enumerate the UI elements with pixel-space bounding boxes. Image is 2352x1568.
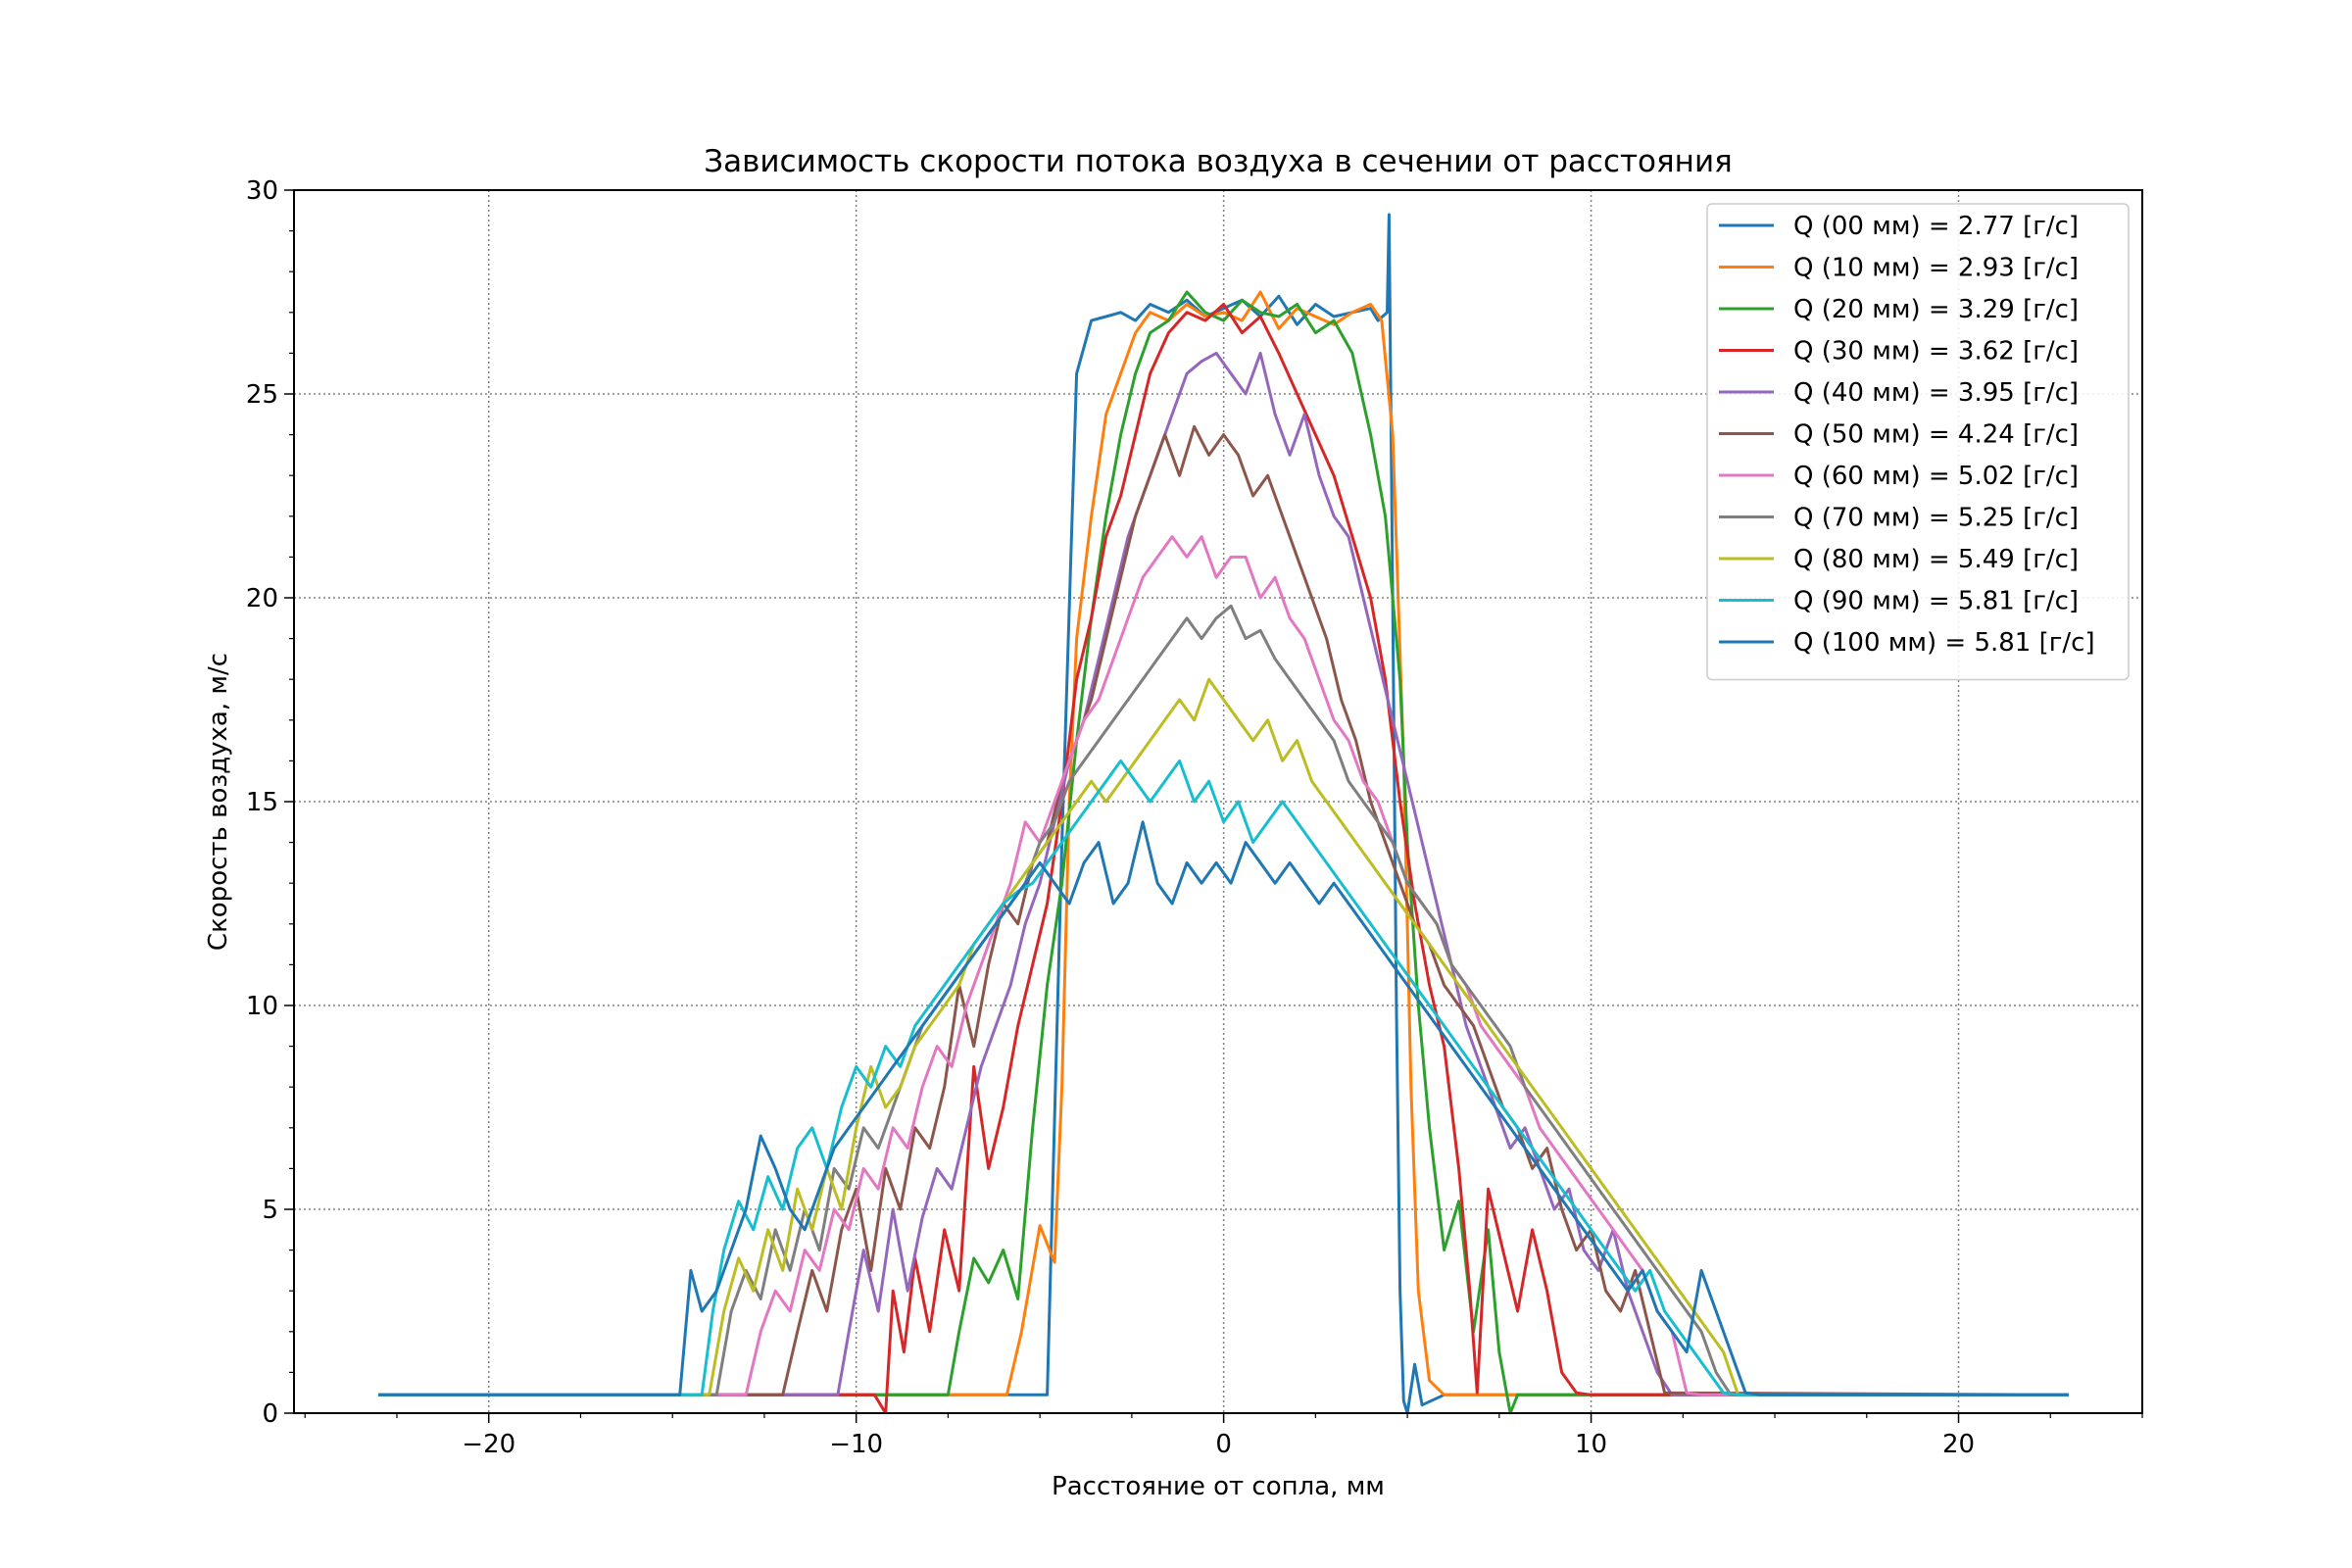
legend-entry: Q (10 мм) = 2.93 [г/с] — [1793, 254, 2079, 283]
y-tick-label: 25 — [246, 380, 278, 410]
y-tick-label: 15 — [246, 788, 278, 817]
legend-entry: Q (00 мм) = 2.77 [г/с] — [1793, 212, 2079, 241]
y-tick-label: 20 — [246, 584, 278, 613]
x-tick-label: 20 — [1942, 1430, 1975, 1459]
series-line-6 — [378, 535, 2069, 1396]
series-line-10 — [378, 820, 2069, 1396]
series-line-8 — [378, 677, 2069, 1396]
axis-ticks: −20 −10 0 10 20 0 5 10 15 20 25 30 — [246, 176, 2143, 1459]
y-tick-label: 10 — [246, 992, 278, 1021]
y-tick-label: 0 — [262, 1399, 278, 1429]
series-line-9 — [378, 759, 2069, 1396]
y-tick-label: 5 — [262, 1196, 278, 1225]
series-line-1 — [378, 290, 2069, 1396]
series-line-4 — [378, 351, 2069, 1396]
legend-entry: Q (90 мм) = 5.81 [г/с] — [1793, 587, 2079, 616]
series-line-3 — [378, 303, 2069, 1413]
series-line-7 — [378, 604, 2069, 1396]
x-tick-label: 0 — [1215, 1430, 1232, 1459]
y-axis-label: Скорость воздуха, м/с — [204, 653, 233, 951]
legend-entry: Q (30 мм) = 3.62 [г/с] — [1793, 337, 2079, 367]
legend-entry: Q (60 мм) = 5.02 [г/с] — [1793, 462, 2079, 491]
y-tick-label: 30 — [246, 176, 278, 206]
legend: Q (00 мм) = 2.77 [г/с] Q (10 мм) = 2.93 [… — [1706, 203, 2130, 681]
series-line-2 — [378, 290, 2069, 1413]
legend-entry: Q (50 мм) = 4.24 [г/с] — [1793, 420, 2079, 450]
x-tick-label: −20 — [462, 1430, 515, 1459]
legend-entry: Q (70 мм) = 5.25 [г/с] — [1793, 504, 2079, 533]
plot-area — [378, 213, 2070, 1413]
series-group — [378, 213, 2070, 1413]
series-line-5 — [378, 424, 2070, 1396]
x-tick-label: 10 — [1575, 1430, 1607, 1459]
legend-entry: Q (100 мм) = 5.81 [г/с] — [1793, 628, 2095, 658]
x-tick-label: −10 — [829, 1430, 883, 1459]
legend-box — [1706, 203, 2130, 681]
legend-entry: Q (40 мм) = 3.95 [г/с] — [1793, 378, 2079, 408]
x-axis-label: Расстояние от сопла, мм — [1052, 1472, 1385, 1501]
chart-title: Зависимость скорости потока воздуха в се… — [704, 144, 1733, 179]
legend-entry: Q (80 мм) = 5.49 [г/с] — [1793, 545, 2079, 574]
legend-entry: Q (20 мм) = 3.29 [г/с] — [1793, 295, 2079, 324]
